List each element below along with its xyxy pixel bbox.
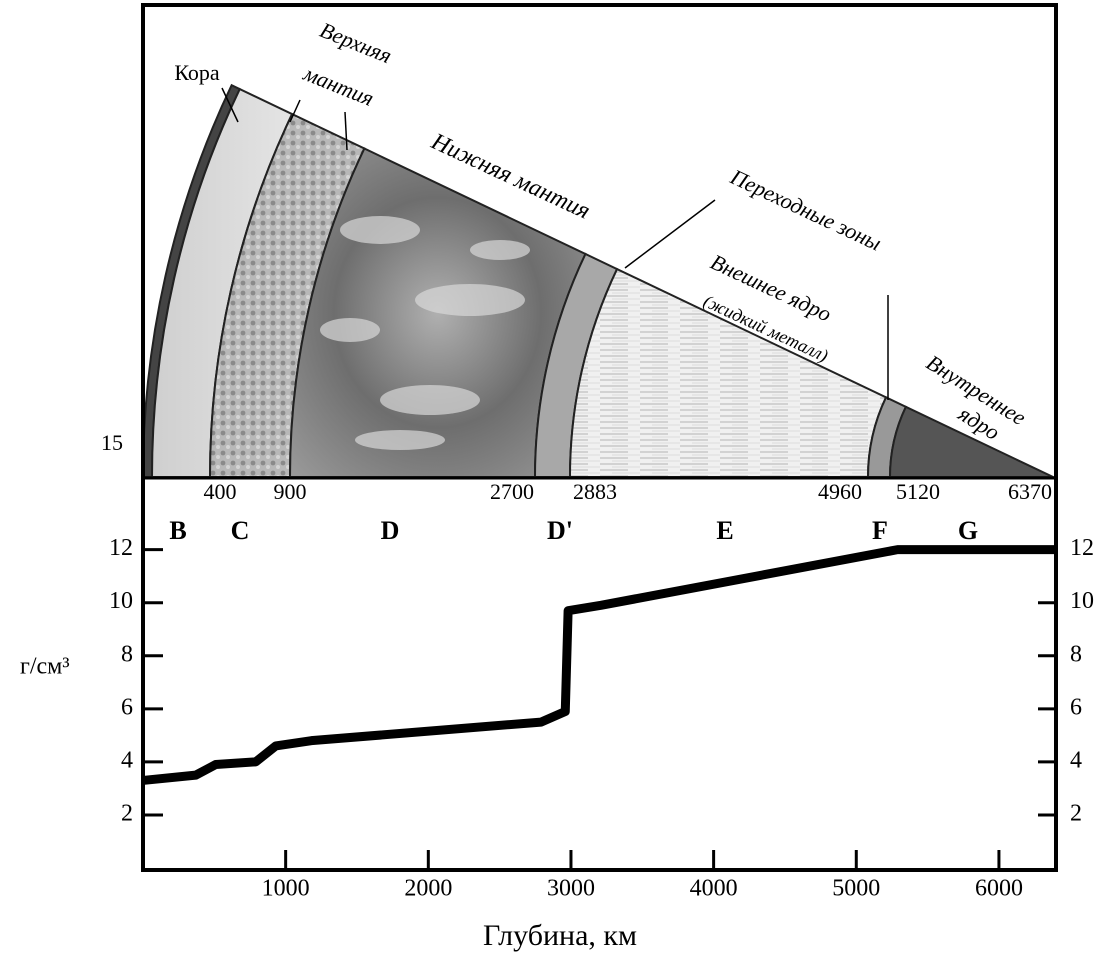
y-tick-label: 8 bbox=[121, 641, 133, 667]
y-tick-label: 12 bbox=[109, 535, 133, 561]
layer-label: Верхняя bbox=[317, 17, 396, 68]
inner-core bbox=[888, 405, 1054, 478]
earth-wedge bbox=[141, 83, 1054, 478]
y2-tick-label: 12 bbox=[1070, 535, 1094, 561]
zone-label: D' bbox=[547, 516, 573, 545]
mantle-texture bbox=[355, 430, 445, 450]
pointer-line bbox=[344, 111, 348, 151]
zone-label: F bbox=[872, 516, 888, 545]
y-tick-label: 4 bbox=[121, 747, 133, 773]
boundary-label: 6370 bbox=[1008, 479, 1052, 504]
boundary-label: 5120 bbox=[896, 479, 940, 504]
layer-label: мантия bbox=[299, 60, 377, 111]
pointer-line bbox=[221, 87, 239, 123]
zone-label: B bbox=[169, 516, 186, 545]
y2-tick-label: 8 bbox=[1070, 641, 1082, 667]
x-tick-label: 2000 bbox=[404, 876, 452, 902]
mantle-texture bbox=[320, 318, 380, 342]
zone-label: E bbox=[716, 516, 733, 545]
pointer-line bbox=[624, 199, 716, 269]
zone-label: C bbox=[231, 516, 250, 545]
density-line bbox=[142, 545, 1056, 785]
y2-tick-label: 2 bbox=[1070, 800, 1082, 826]
x-tick-label: 4000 bbox=[690, 876, 738, 902]
x-tick-label: 3000 bbox=[547, 876, 595, 902]
frame bbox=[141, 3, 1058, 872]
layer-label: Кора bbox=[174, 60, 220, 85]
mantle-texture bbox=[340, 216, 420, 244]
zone-label: D bbox=[381, 516, 400, 545]
boundary-label: 400 bbox=[204, 479, 237, 504]
layer-label: Переходные зоны bbox=[726, 164, 886, 256]
x-tick-label: 1000 bbox=[262, 876, 310, 902]
x-axis-title: Глубина, км bbox=[483, 919, 637, 952]
boundary-label: 900 bbox=[274, 479, 307, 504]
x-tick-label: 5000 bbox=[832, 876, 880, 902]
scale-label: 15 bbox=[101, 430, 123, 455]
mantle-texture bbox=[380, 385, 480, 415]
y2-tick-label: 10 bbox=[1070, 588, 1094, 614]
y-tick-label: 2 bbox=[121, 800, 133, 826]
y-tick-label: 10 bbox=[109, 588, 133, 614]
y2-tick-label: 4 bbox=[1070, 747, 1082, 773]
y-tick-label: 6 bbox=[121, 694, 133, 720]
boundary-label: 4960 bbox=[818, 479, 862, 504]
boundary-label: 2700 bbox=[490, 479, 534, 504]
x-tick-label: 6000 bbox=[975, 876, 1023, 902]
pointer-line bbox=[289, 99, 301, 123]
mantle-texture bbox=[415, 284, 525, 316]
y-axis-title: г/см³ bbox=[20, 654, 70, 680]
zone-label: G bbox=[958, 516, 978, 545]
boundary-label: 2883 bbox=[573, 479, 617, 504]
mantle-texture bbox=[470, 240, 530, 260]
y2-tick-label: 6 bbox=[1070, 694, 1082, 720]
